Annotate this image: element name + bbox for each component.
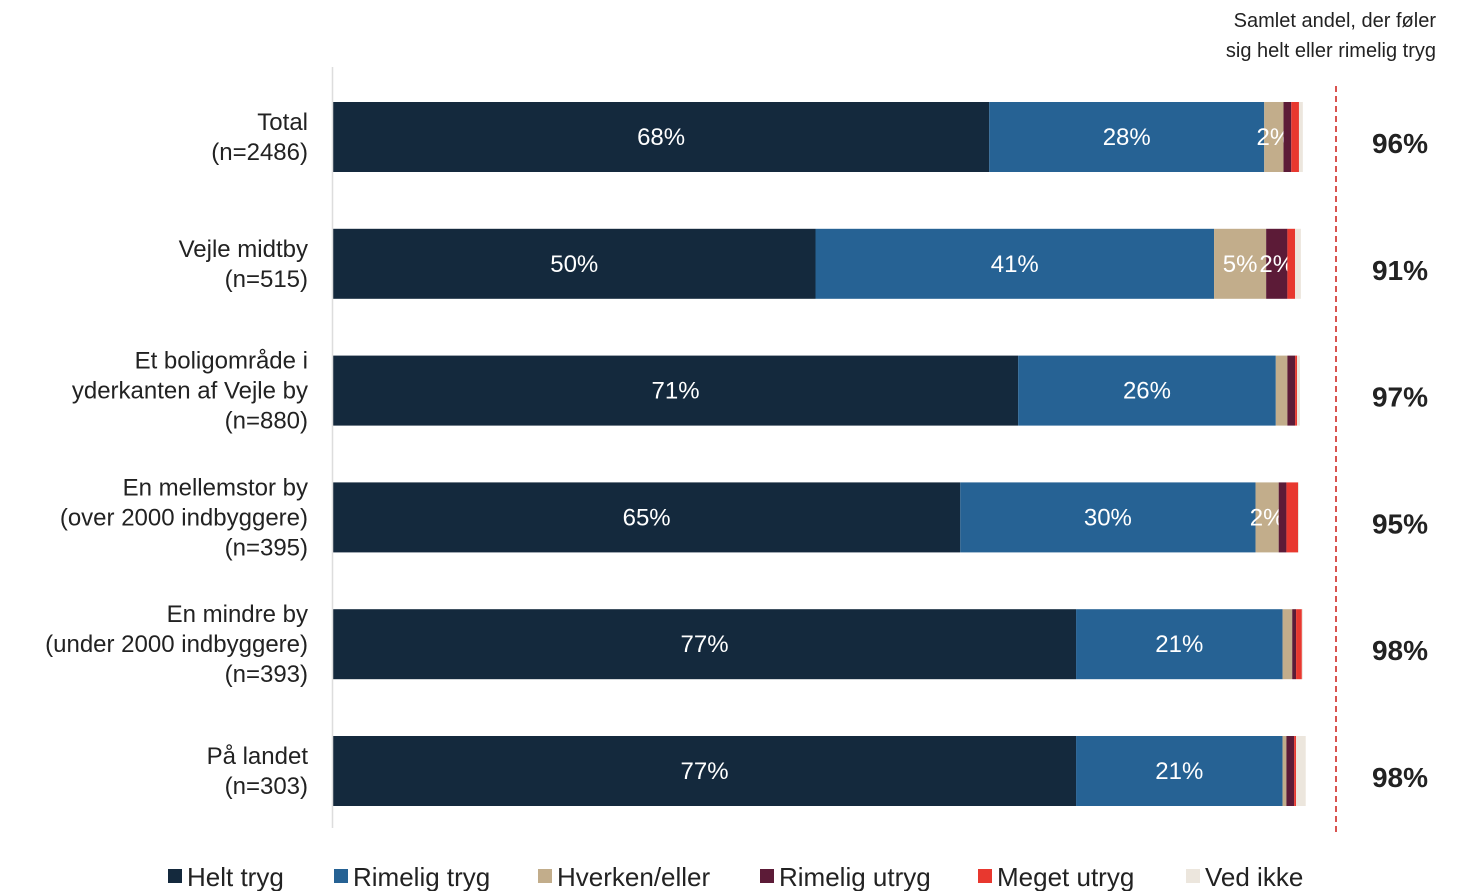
legend-item: Meget utryg xyxy=(978,862,1134,892)
legend-item: Ved ikke xyxy=(1186,862,1303,892)
bar-segment xyxy=(815,228,1215,299)
category-label: En mindre by (under 2000 indbyggere) (n=39… xyxy=(45,601,308,688)
legend-label: Rimelig tryg xyxy=(353,862,490,891)
total-value: 98% xyxy=(1372,635,1428,666)
legend-swatch xyxy=(334,869,348,883)
data-label: 71% xyxy=(652,378,700,405)
legend-label: Ved ikke xyxy=(1205,862,1303,891)
bar-segment xyxy=(1076,609,1283,680)
bar-segment xyxy=(1018,355,1276,426)
bar-segment xyxy=(1283,102,1292,172)
data-label: 68% xyxy=(637,124,685,151)
bar-segment xyxy=(1286,482,1298,553)
legend-label: Hverken/eller xyxy=(557,862,711,891)
bar-segment xyxy=(1264,102,1284,172)
bar-segment xyxy=(1298,482,1299,553)
total-value: 97% xyxy=(1372,382,1428,413)
bar-segment xyxy=(1292,609,1297,680)
data-label: 30% xyxy=(1084,504,1132,531)
bar-segment xyxy=(1266,228,1288,299)
bar-segment xyxy=(1298,102,1303,172)
bar-segment xyxy=(1301,609,1303,680)
bar-segment xyxy=(1287,355,1296,426)
bars-layer: 68% 28% 2%50% 41% 5% 2%71% 26%65% 30% 2%77% 21%77… xyxy=(333,102,1306,806)
data-label: 26% xyxy=(1123,378,1171,405)
data-label: 21% xyxy=(1155,631,1203,658)
bar-segment xyxy=(1214,228,1267,299)
category-label: Vejle midtby (n=515) xyxy=(179,236,308,293)
bar-segment xyxy=(333,355,1019,426)
bar-segment xyxy=(1294,736,1297,806)
total-value: 96% xyxy=(1372,128,1428,159)
legend-item: Hverken/eller xyxy=(538,862,711,892)
bar-segment xyxy=(1297,355,1300,426)
legend-label: Meget utryg xyxy=(997,862,1134,891)
legend-label: Rimelig utryg xyxy=(779,862,931,891)
legend-swatch xyxy=(538,869,552,883)
bar-segment xyxy=(1278,482,1287,553)
data-label: 2% xyxy=(1250,504,1285,531)
legend-swatch xyxy=(978,869,992,883)
bar-segment xyxy=(1295,228,1301,299)
bar-segment xyxy=(1291,102,1299,172)
legend-label: Helt tryg xyxy=(187,862,284,891)
bar-segment xyxy=(333,609,1077,680)
bar-segment xyxy=(1076,736,1283,806)
legend-item: Helt tryg xyxy=(168,862,284,892)
legend-swatch xyxy=(760,869,774,883)
legend-item: Rimelig utryg xyxy=(760,862,931,892)
category-label: En mellemstor by (over 2000 indbyggere) (n… xyxy=(60,474,308,561)
category-labels: Total (n=2486) Vejle midtby (n=515) Et bolig… xyxy=(45,109,308,800)
category-label: Total (n=2486) xyxy=(211,109,308,166)
total-value: 98% xyxy=(1372,762,1428,793)
bar-segment xyxy=(333,736,1077,806)
bar-segment xyxy=(333,482,961,553)
bar-segment xyxy=(333,102,990,172)
category-label: På landet (n=303) xyxy=(207,743,309,800)
bar-segment xyxy=(989,102,1265,172)
total-value: 91% xyxy=(1372,255,1428,286)
bar-segment xyxy=(1282,609,1293,680)
legend-item: Rimelig tryg xyxy=(334,862,490,892)
bar-segment xyxy=(1287,228,1296,299)
data-label: 50% xyxy=(550,251,598,278)
data-label: 28% xyxy=(1103,124,1151,151)
legend: Helt tryg Rimelig tryg Hverken/eller Rimeli… xyxy=(168,862,1303,892)
bar-segment xyxy=(1295,355,1298,426)
bar-segment xyxy=(333,228,816,299)
bar-segment xyxy=(1282,736,1287,806)
data-label: 77% xyxy=(681,631,729,658)
bar-segment xyxy=(1296,736,1306,806)
bar-segment xyxy=(1275,355,1288,426)
category-label: Et boligområde i yderkanten af Vejle by (n… xyxy=(72,348,308,435)
bar-segment xyxy=(1255,482,1279,553)
bar-segment xyxy=(1296,609,1302,680)
bar-segment xyxy=(1286,736,1295,806)
data-label: 65% xyxy=(623,504,671,531)
totals-header: Samlet andel, der føler sig helt eller ri… xyxy=(1226,10,1436,62)
data-label: 5% xyxy=(1223,251,1258,278)
bar-segment xyxy=(960,482,1256,553)
data-label: 77% xyxy=(681,758,729,785)
data-label: 21% xyxy=(1155,758,1203,785)
total-value: 95% xyxy=(1372,508,1428,539)
data-label: 41% xyxy=(991,251,1039,278)
legend-swatch xyxy=(1186,869,1200,883)
totals-column: Samlet andel, der føler sig helt eller ri… xyxy=(1226,10,1436,834)
legend-swatch xyxy=(168,869,182,883)
